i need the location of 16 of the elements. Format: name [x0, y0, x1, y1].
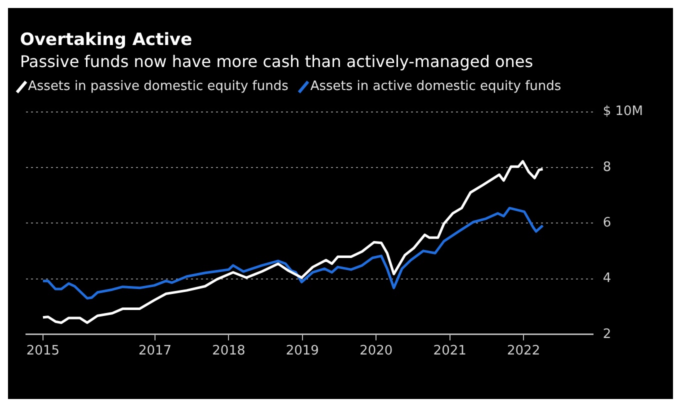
x-tick-label: 2020 — [360, 344, 393, 359]
legend-label: Assets in passive domestic equity funds — [28, 79, 288, 94]
y-tick-label: $ 10M — [602, 104, 644, 120]
y-tick-label: 8 — [602, 160, 612, 175]
x-tick-label: 2021 — [433, 344, 466, 359]
y-tick-label: 4 — [602, 271, 612, 286]
y-tick-label: 6 — [602, 215, 612, 230]
x-tick-label: 2022 — [507, 344, 540, 359]
chart-title: Overtaking Active — [20, 30, 194, 50]
x-tick-label: 2018 — [212, 344, 246, 359]
x-tick-label: 2019 — [286, 344, 319, 359]
x-tick-label: 2015 — [26, 344, 60, 359]
legend-label: Assets in active domestic equity funds — [310, 79, 562, 94]
chart-subtitle: Passive funds now have more cash than actively-managed ones — [20, 52, 534, 71]
y-tick-label: 2 — [602, 326, 612, 342]
x-tick-label: 2017 — [138, 344, 172, 359]
